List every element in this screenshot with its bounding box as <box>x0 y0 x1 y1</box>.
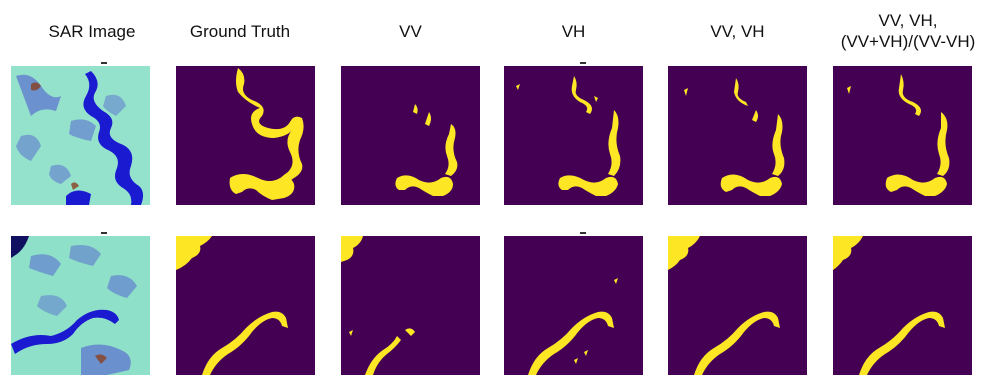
ground-truth-row2 <box>176 236 315 375</box>
column-header-vv: VV <box>341 0 480 62</box>
prediction-vh-row1 <box>504 66 643 205</box>
prediction-vv-vh-row2-svg <box>668 236 807 375</box>
header-line: VV <box>399 21 422 41</box>
column-header-sar: SAR Image <box>28 0 156 62</box>
tick-mark <box>101 62 107 64</box>
tick-mark <box>580 232 586 234</box>
sar-image-row1 <box>11 66 150 205</box>
prediction-vv-vh-row2 <box>668 236 807 375</box>
prediction-vv-vh-ratio-row2 <box>833 236 972 375</box>
sar-image-row2 <box>11 236 150 375</box>
prediction-vv-vh-ratio-row2-svg <box>833 236 972 375</box>
prediction-vv-vh-ratio-row1-svg <box>833 66 972 205</box>
header-line: VH <box>561 21 586 41</box>
prediction-vv-vh-row1-svg <box>668 66 807 205</box>
ground-truth-row2-svg <box>176 236 315 375</box>
header-line: SAR Image <box>48 21 136 41</box>
sar-image-row2-svg <box>11 236 150 375</box>
prediction-vv-row2 <box>341 236 480 375</box>
column-header-vh: VH <box>504 0 643 62</box>
column-header-vv-vh: VV, VH <box>668 0 807 62</box>
sar-image-row1-svg <box>11 66 150 205</box>
column-header-vv-vh-ratio: VV, VH, (VV+VH)/(VV-VH) <box>822 0 994 62</box>
header-line: Ground Truth <box>189 21 291 41</box>
prediction-vh-row2 <box>504 236 643 375</box>
tick-mark <box>101 232 107 234</box>
header-line: VV, VH <box>710 21 765 41</box>
ground-truth-row1-svg <box>176 66 315 205</box>
header-line-2: (VV+VH)/(VV-VH) <box>840 32 976 51</box>
prediction-vh-row2-svg <box>504 236 643 375</box>
prediction-vh-row1-svg <box>504 66 643 205</box>
prediction-vv-vh-row1 <box>668 66 807 205</box>
prediction-vv-row1-svg <box>341 66 480 205</box>
header-line-1: VV, VH, <box>878 11 938 30</box>
prediction-vv-row2-svg <box>341 236 480 375</box>
tick-mark <box>580 62 586 64</box>
prediction-vv-vh-ratio-row1 <box>833 66 972 205</box>
prediction-vv-row1 <box>341 66 480 205</box>
column-header-ground-truth: Ground Truth <box>166 0 314 62</box>
ground-truth-row1 <box>176 66 315 205</box>
